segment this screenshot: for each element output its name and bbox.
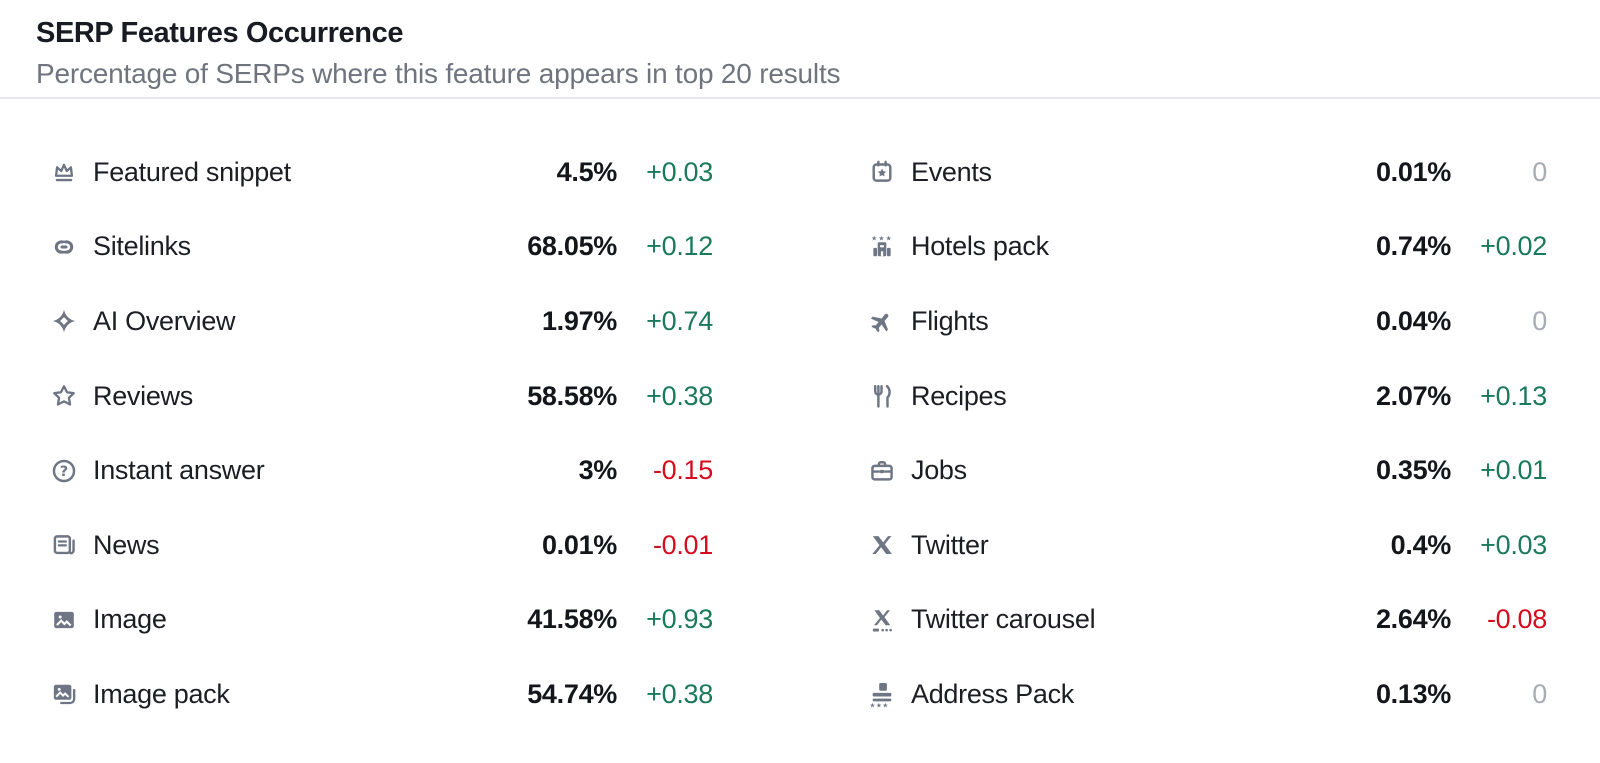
feature-row: Events 0.01% 0: [868, 135, 1547, 210]
feature-value: 0.74%: [1375, 231, 1451, 262]
image-pack-icon: [50, 680, 78, 708]
features-column-left: Featured snippet 4.5% +0.03 Sitelinks 68…: [50, 135, 713, 732]
address-pack-icon: ★★★: [868, 680, 896, 708]
feature-change: +0.03: [1480, 529, 1547, 560]
features-grid: Featured snippet 4.5% +0.03 Sitelinks 68…: [0, 99, 1600, 732]
feature-change: +0.03: [646, 156, 713, 187]
feature-change: +0.93: [646, 604, 713, 635]
jobs-icon: [868, 457, 896, 485]
svg-text:?: ?: [60, 463, 68, 480]
feature-row: Twitter 0.4% +0.03: [868, 508, 1547, 583]
feature-row: Recipes 2.07% +0.13: [868, 359, 1547, 434]
feature-value: 0.35%: [1375, 455, 1451, 486]
feature-value: 4.5%: [556, 156, 618, 187]
hotels-pack-icon: ★★★: [868, 233, 896, 261]
page-title: SERP Features Occurrence: [36, 17, 404, 49]
feature-value: 0.01%: [1375, 156, 1451, 187]
flights-icon: [868, 307, 896, 335]
feature-change: 0: [1532, 678, 1547, 709]
feature-value: 0.01%: [541, 529, 617, 560]
feature-value: 1.97%: [541, 305, 617, 336]
feature-label: Instant answer: [93, 455, 265, 486]
feature-value: 3%: [578, 455, 618, 486]
features-column-right: Events 0.01% 0 ★★★ Hotels pack 0.74% +0.…: [868, 135, 1548, 732]
sitelinks-icon: [50, 233, 78, 261]
feature-value: 0.13%: [1375, 678, 1451, 709]
feature-change: -0.08: [1486, 604, 1547, 635]
feature-change: -0.15: [652, 455, 713, 486]
events-icon: [868, 158, 896, 186]
feature-value: 0.04%: [1375, 305, 1451, 336]
card-header: SERP Features Occurrence Percentage of S…: [0, 0, 1600, 99]
feature-label: Recipes: [911, 380, 1007, 411]
feature-row: ? Instant answer 3% -0.15: [50, 433, 713, 508]
feature-label: Twitter: [911, 529, 989, 560]
news-icon: [50, 531, 78, 559]
feature-value: 41.58%: [527, 604, 617, 635]
feature-change: +0.38: [646, 380, 713, 411]
feature-value: 54.74%: [527, 678, 617, 709]
feature-change: +0.01: [1480, 455, 1547, 486]
feature-value: 0.4%: [1390, 529, 1452, 560]
twitter-icon: [868, 531, 896, 559]
feature-change: +0.02: [1480, 231, 1547, 262]
feature-value: 2.64%: [1375, 604, 1451, 635]
feature-change: +0.74: [646, 305, 713, 336]
feature-value: 68.05%: [527, 231, 617, 262]
feature-row: Sitelinks 68.05% +0.12: [50, 210, 713, 285]
feature-label: Reviews: [93, 380, 193, 411]
feature-row: Image 41.58% +0.93: [50, 583, 713, 658]
feature-label: Address Pack: [911, 678, 1074, 709]
feature-row: Image pack 54.74% +0.38: [50, 657, 713, 732]
feature-label: Image: [93, 604, 167, 635]
feature-value: 58.58%: [527, 380, 617, 411]
image-icon: [50, 606, 78, 634]
feature-row: Featured snippet 4.5% +0.03: [50, 135, 713, 210]
feature-change: +0.12: [646, 231, 713, 262]
feature-value: 2.07%: [1375, 380, 1451, 411]
feature-row: Reviews 58.58% +0.38: [50, 359, 713, 434]
svg-text:★★★: ★★★: [870, 702, 889, 709]
feature-row: Twitter carousel 2.64% -0.08: [868, 583, 1547, 658]
ai-overview-icon: [50, 307, 78, 335]
feature-label: AI Overview: [93, 305, 236, 336]
feature-change: -0.01: [652, 529, 713, 560]
card-subtitle: Percentage of SERPs where this feature a…: [36, 58, 841, 89]
feature-label: Image pack: [93, 678, 230, 709]
feature-row: ★★★ Address Pack 0.13% 0: [868, 657, 1548, 732]
feature-label: Featured snippet: [93, 156, 291, 187]
svg-text:★★★: ★★★: [871, 235, 893, 243]
feature-row: Jobs 0.35% +0.01: [868, 433, 1547, 508]
twitter-carousel-icon: [868, 606, 896, 634]
reviews-icon: [50, 382, 78, 410]
feature-change: +0.38: [646, 678, 713, 709]
instant-answer-icon: ?: [50, 457, 78, 485]
feature-label: Flights: [911, 305, 989, 336]
feature-label: Twitter carousel: [911, 604, 1096, 635]
feature-row: Flights 0.04% 0: [868, 284, 1547, 359]
feature-row: ★★★ Hotels pack 0.74% +0.02: [868, 210, 1547, 285]
feature-change: 0: [1532, 156, 1547, 187]
feature-row: News 0.01% -0.01: [50, 508, 713, 583]
feature-label: News: [93, 529, 160, 560]
feature-label: Sitelinks: [93, 231, 191, 262]
feature-row: AI Overview 1.97% +0.74: [50, 284, 713, 359]
feature-change: 0: [1532, 305, 1547, 336]
featured-snippet-icon: [50, 158, 78, 186]
feature-change: +0.13: [1480, 380, 1547, 411]
recipes-icon: [868, 382, 896, 410]
feature-label: Jobs: [911, 455, 967, 486]
feature-label: Hotels pack: [911, 231, 1049, 262]
feature-label: Events: [911, 156, 992, 187]
